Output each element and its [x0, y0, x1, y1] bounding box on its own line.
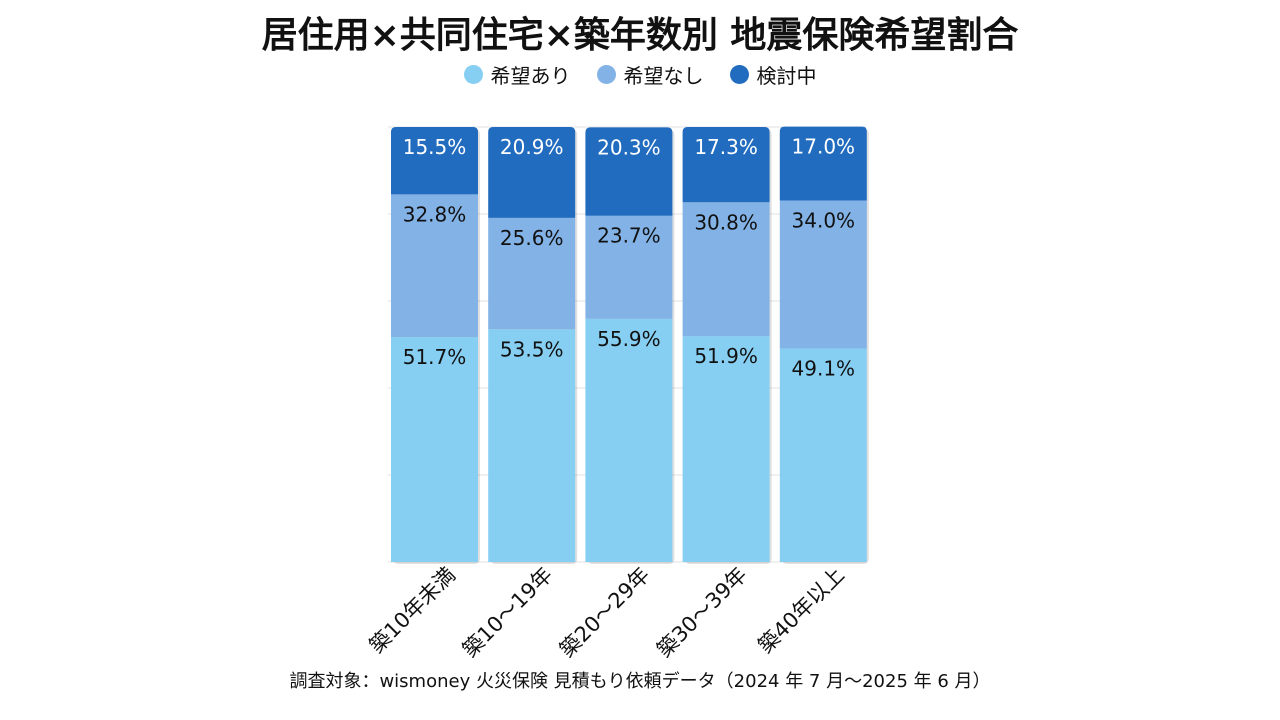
legend-dot-icon — [729, 65, 749, 84]
legend-item-hope-yes: 希望あり — [463, 60, 571, 89]
data-label: 20.9% — [500, 135, 564, 159]
bar-group: 51.7% 32.8% 15.5% — [391, 127, 480, 564]
bar-group: 53.5% 25.6% 20.9% — [488, 127, 578, 564]
legend-label: 希望なし — [623, 64, 704, 88]
data-label: 30.8% — [694, 210, 758, 234]
category-label: 築10～19年 — [458, 563, 557, 662]
source-note: 調査対象：wismoney 火災保険 見積もり依頼データ（2024 年 7 月～… — [289, 671, 991, 692]
data-label: 49.1% — [792, 356, 856, 380]
data-label: 23.7% — [597, 224, 661, 248]
bar-segment — [779, 126, 867, 201]
bar-segment — [585, 318, 673, 562]
bar-segment — [488, 217, 576, 330]
data-label: 53.5% — [500, 337, 564, 361]
bar-segment — [391, 194, 478, 338]
data-label: 25.6% — [500, 226, 564, 250]
bar-segment — [779, 348, 867, 562]
bar-segment — [391, 127, 478, 195]
legend-dot-icon — [596, 65, 616, 84]
chart-legend: 希望あり 希望なし 検討中 — [0, 60, 1280, 89]
legend-item-considering: 検討中 — [729, 60, 817, 89]
data-label: 55.9% — [597, 327, 661, 351]
bar-segment — [585, 127, 673, 216]
data-label: 20.3% — [597, 135, 661, 159]
chart-title: 居住用×共同住宅×築年数別 地震保険希望割合 — [261, 15, 1019, 56]
data-label: 32.8% — [403, 202, 467, 226]
category-label: 築40年以上 — [754, 563, 849, 658]
bar-segment — [488, 329, 576, 562]
bar-segment — [682, 202, 770, 337]
bar-group: 49.1% 34.0% 17.0% — [779, 126, 869, 564]
bar-segment — [779, 200, 867, 349]
category-label: 築10年未満 — [365, 563, 460, 658]
bar-segment — [391, 337, 478, 562]
data-label: 15.5% — [403, 135, 467, 159]
legend-dot-icon — [463, 65, 483, 84]
bar-group: 55.9% 23.7% 20.3% — [585, 127, 675, 564]
data-label: 51.9% — [694, 344, 758, 368]
legend-label: 検討中 — [756, 64, 817, 88]
category-label: 築30～39年 — [652, 563, 751, 662]
data-label: 51.7% — [403, 345, 467, 369]
bar-segment — [682, 127, 770, 203]
category-label: 築20～29年 — [555, 563, 654, 662]
legend-item-hope-no: 希望なし — [596, 60, 704, 89]
data-label: 17.0% — [792, 135, 856, 159]
data-label: 17.3% — [694, 135, 758, 159]
bar-group: 51.9% 30.8% 17.3% — [682, 127, 772, 564]
bar-segment — [682, 336, 770, 562]
bar-segment — [488, 127, 576, 218]
legend-label: 希望あり — [490, 64, 571, 88]
data-label: 34.0% — [792, 209, 856, 233]
bar-segment — [585, 215, 673, 319]
